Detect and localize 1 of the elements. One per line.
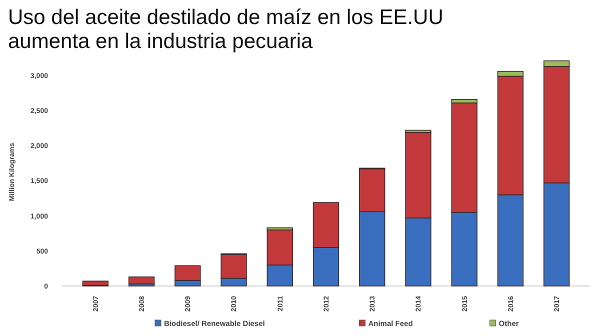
chart-title: Uso del aceite destilado de maíz en los EE.UU aumenta en la industria pecuaria bbox=[8, 6, 444, 53]
